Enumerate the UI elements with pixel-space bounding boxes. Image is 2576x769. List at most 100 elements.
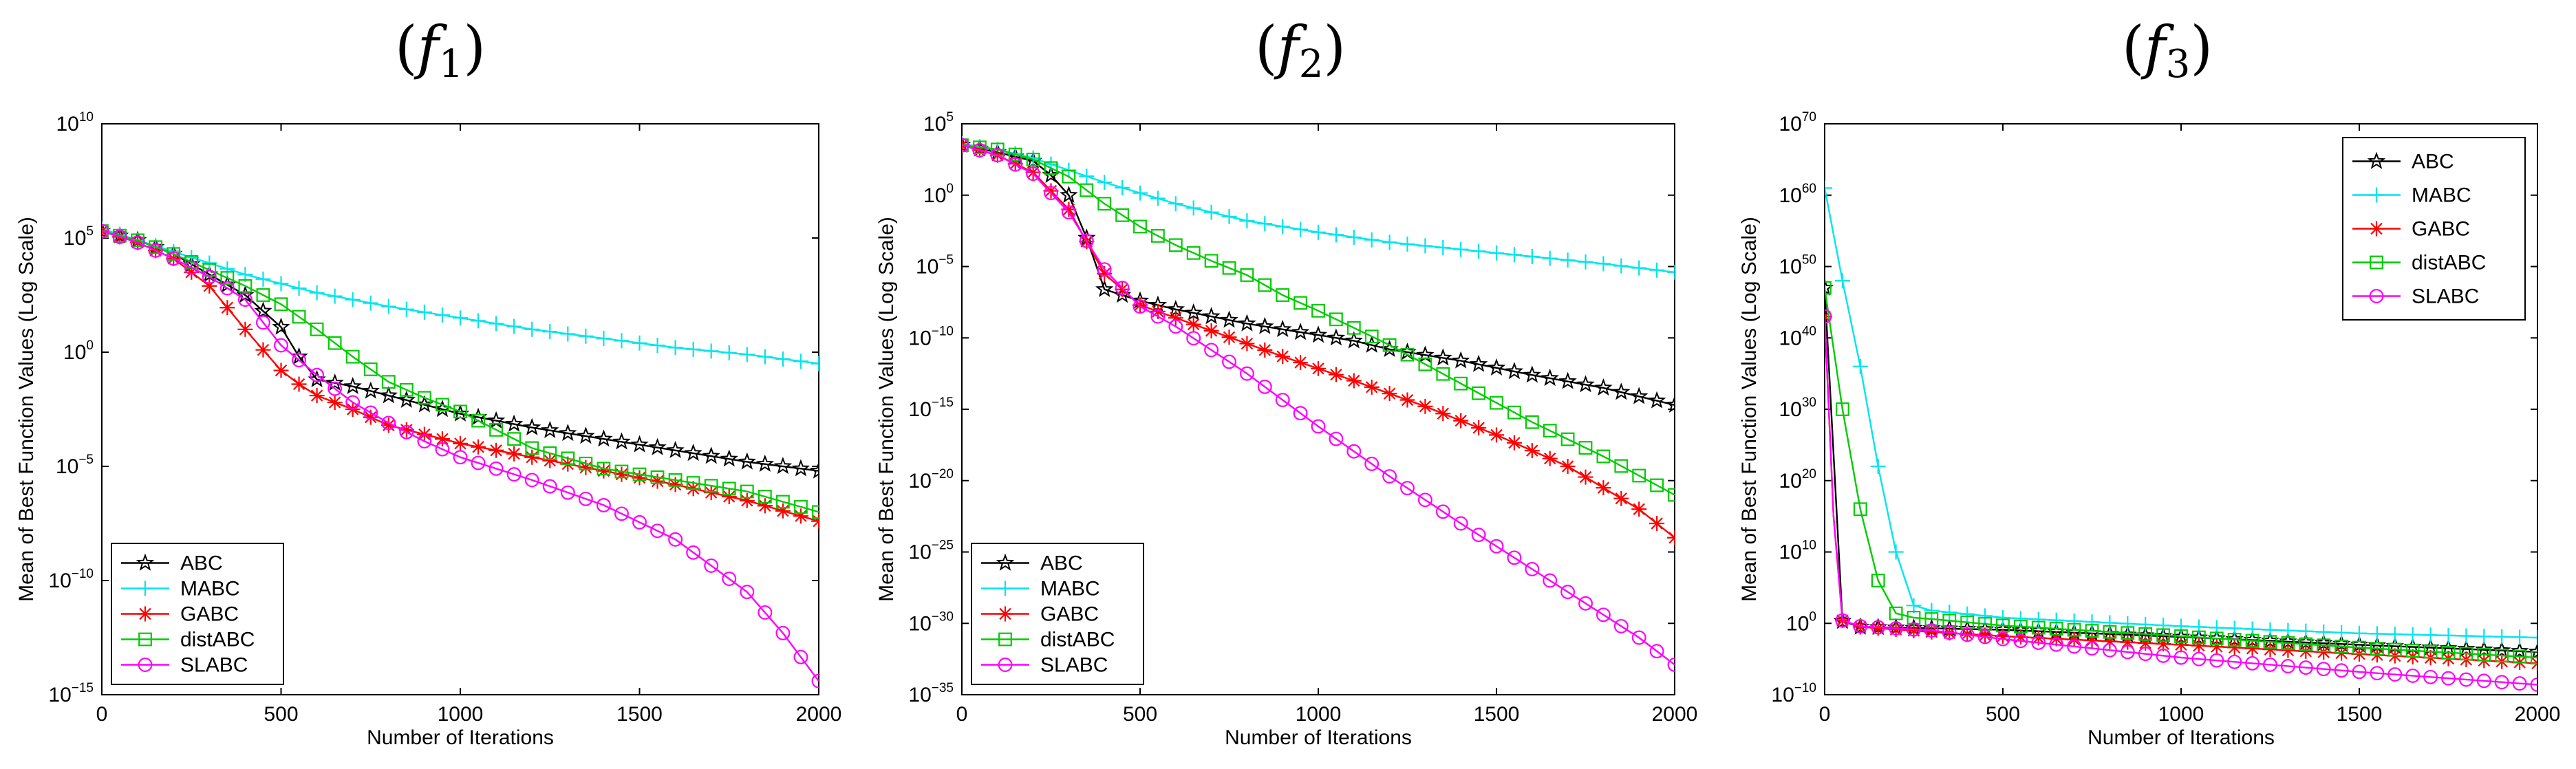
legend-label: ABC [180, 552, 223, 575]
series-GABC [102, 224, 819, 529]
marker-circle [1853, 618, 1868, 633]
marker-circle [256, 315, 270, 330]
marker-plus [757, 349, 773, 365]
marker-square [758, 490, 772, 503]
x-tick-label: 1000 [1296, 703, 1342, 726]
marker-asterisk [1239, 336, 1255, 351]
marker-plus [2048, 612, 2064, 628]
marker-plus [345, 292, 361, 307]
marker-square [1490, 396, 1503, 410]
marker-square [2174, 629, 2188, 643]
marker-asterisk [1888, 622, 1904, 638]
marker-square [274, 297, 288, 312]
x-tick-label: 1500 [2337, 703, 2383, 726]
marker-plus [1924, 603, 1940, 618]
marker-plus [1471, 243, 1487, 259]
series-SLABC [962, 138, 1675, 672]
marker-star [1256, 316, 1274, 334]
marker-square [2263, 635, 2277, 649]
marker-square [1276, 288, 1290, 302]
marker-circle [2263, 657, 2277, 672]
y-tick-label: 10−15 [908, 396, 954, 421]
x-tick-label: 1500 [616, 703, 663, 726]
marker-square [292, 310, 306, 324]
marker-circle [2102, 642, 2117, 658]
marker-circle [2227, 654, 2242, 669]
marker-circle [2476, 673, 2491, 689]
marker-asterisk [667, 477, 683, 492]
legend-label: SLABC [2412, 285, 2479, 308]
marker-plus [1399, 236, 1415, 252]
marker-plus [1346, 229, 1362, 245]
marker-square [2067, 622, 2081, 637]
marker-star [1291, 323, 1310, 340]
marker-circle [2316, 662, 2331, 677]
marker-square [668, 473, 683, 487]
y-tick-base: 10 [1779, 184, 1801, 207]
marker-plus [1097, 175, 1113, 191]
chart-title-prefix: ( [395, 14, 418, 81]
legend-item-SLABC: SLABC [2352, 285, 2479, 308]
x-axis-label: Number of Iterations [367, 726, 554, 749]
marker-square [2014, 620, 2028, 633]
marker-asterisk [524, 449, 540, 465]
marker-plus [962, 136, 969, 152]
series-line [962, 144, 1675, 496]
y-tick-label: 10−15 [48, 681, 94, 706]
legend-label: MABC [2412, 184, 2471, 207]
marker-plus [2387, 627, 2403, 642]
marker-square [1472, 386, 1486, 400]
y-tick-label: 10−20 [908, 467, 954, 492]
y-tick-exponent: 20 [1802, 467, 1816, 481]
marker-plus [1542, 250, 1558, 266]
y-tick-exponent: 30 [1802, 396, 1816, 410]
y-tick-base: 10 [1779, 470, 1801, 492]
marker-asterisk [1977, 627, 1993, 643]
marker-plus [2262, 622, 2278, 638]
marker-plus [2084, 614, 2100, 630]
marker-square [812, 505, 819, 519]
marker-star [773, 457, 793, 475]
marker-plus [578, 328, 594, 344]
marker-circle [740, 585, 755, 600]
chart-title-subscript: 1 [439, 42, 464, 87]
y-tick-label: 10−5 [56, 453, 94, 478]
marker-square [614, 464, 629, 479]
y-tick-exponent: −25 [932, 539, 954, 553]
marker-circle [274, 338, 288, 353]
marker-asterisk [380, 418, 396, 433]
marker-square [1168, 238, 1183, 252]
marker-asterisk [2191, 638, 2207, 653]
marker-plus [1221, 208, 1237, 224]
y-tick-exponent: −5 [938, 253, 954, 268]
marker-plus [1185, 200, 1201, 216]
marker-plus [1906, 598, 1922, 614]
marker-star [1469, 354, 1488, 372]
marker-plus [2066, 613, 2082, 629]
x-tick-label: 1000 [2158, 703, 2204, 726]
chart-panel-3: (f3)0 500 1000 1500 200010701060105010401030… [1738, 14, 2560, 749]
y-tick-base: 10 [63, 341, 86, 364]
marker-plus [1115, 180, 1130, 195]
marker-star [2510, 641, 2529, 659]
marker-star [1558, 371, 1577, 389]
marker-plus [1079, 169, 1095, 184]
marker-star [343, 376, 362, 395]
marker-circle [363, 405, 378, 420]
marker-circle [138, 658, 153, 672]
marker-star [1344, 331, 1364, 349]
marker-circle [1293, 406, 1308, 421]
marker-circle [1364, 456, 1380, 471]
marker-circle [166, 251, 181, 266]
chart-title-suffix: ) [1323, 14, 1346, 81]
marker-square [2138, 627, 2153, 641]
marker-circle [1435, 504, 1450, 519]
marker-asterisk [2012, 629, 2028, 645]
chart-title-subscript: 3 [2166, 42, 2191, 87]
marker-circle [1942, 625, 1957, 640]
marker-plus [524, 321, 540, 337]
x-tick-label: 1000 [438, 703, 484, 726]
marker-square [1240, 268, 1254, 282]
marker-square [650, 470, 665, 484]
marker-circle [686, 545, 701, 560]
